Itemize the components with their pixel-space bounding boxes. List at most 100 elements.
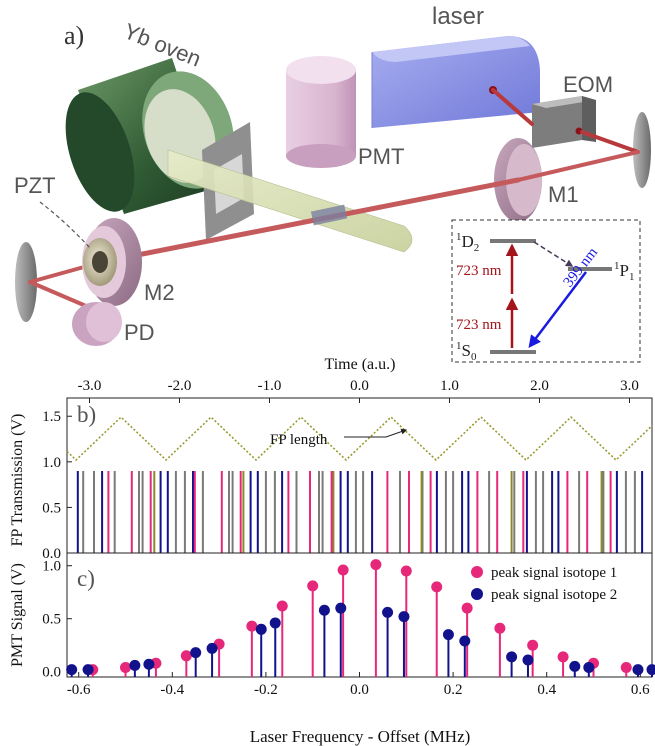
- panel-c-x-ticks: -0.6 -0.4 -0.2 0.0 0.2 0.4 0.6: [67, 672, 650, 698]
- point-isotope2: [318, 604, 330, 616]
- fp-length-annotation: FP length: [270, 432, 328, 448]
- point-isotope1: [276, 600, 288, 612]
- x-tick-label: 0.0: [350, 682, 369, 698]
- legend-label-isotope1: peak signal isotope 1: [491, 565, 617, 581]
- panel-c-xlabel: Laser Frequency - Offset (MHz): [250, 727, 471, 746]
- panel-c-y-ticks: 0.0 0.5 1.0: [42, 559, 72, 681]
- panel-b-label: b): [77, 402, 96, 427]
- step1-label: 723 nm: [456, 317, 502, 333]
- x-tick-label: 0.2: [444, 682, 463, 698]
- x-tick-label: 0.6: [631, 682, 650, 698]
- point-isotope2: [398, 611, 410, 623]
- m1-label: M1: [548, 182, 579, 207]
- point-isotope1: [620, 661, 632, 673]
- panel-b: b) Time (a.u.) FP Transmission (V) -3.0-…: [9, 356, 653, 562]
- top-axis-ticks: -3.0 -2.0 -1.0 0.0 1.0 2.0 3.0: [78, 378, 639, 403]
- y-tick-label: 0.0: [42, 665, 61, 681]
- eom-label: EOM: [563, 72, 613, 97]
- top-tick-label: 1.0: [440, 378, 459, 394]
- point-isotope2: [442, 629, 454, 641]
- level-diagram-frame: [451, 219, 641, 363]
- laser-label: laser: [432, 3, 484, 30]
- top-tick-label: -1.0: [258, 378, 282, 394]
- panel-b-ylabel: FP Transmission (V): [9, 414, 26, 547]
- point-isotope2: [129, 659, 141, 671]
- point-isotope2: [143, 658, 155, 670]
- point-isotope2: [190, 647, 202, 659]
- point-isotope2: [569, 660, 581, 672]
- point-isotope1: [400, 565, 412, 577]
- top-tick-label: -2.0: [168, 378, 192, 394]
- point-isotope2: [335, 602, 347, 614]
- top-tick-label: 3.0: [620, 378, 639, 394]
- laser-box: [371, 36, 540, 128]
- y-tick-label: 1.0: [42, 455, 61, 471]
- point-isotope2: [82, 664, 94, 676]
- pmt-signal-stems: [66, 559, 655, 677]
- pzt-label: PZT: [14, 173, 56, 198]
- point-isotope2: [255, 623, 267, 635]
- point-isotope1: [557, 651, 569, 663]
- pmt-label: PMT: [358, 144, 404, 169]
- fold-mirror-left: [15, 242, 37, 322]
- label-d2: 1D2: [456, 231, 479, 254]
- x-tick-label: -0.4: [160, 682, 184, 698]
- point-isotope2: [269, 617, 281, 629]
- point-isotope2: [459, 635, 471, 647]
- panel-c-legend: peak signal isotope 1 peak signal isotop…: [471, 565, 617, 603]
- label-s0: 1S0: [456, 340, 477, 363]
- top-axis-label: Time (a.u.): [325, 356, 396, 373]
- point-isotope1: [370, 559, 382, 571]
- point-isotope1: [120, 661, 131, 673]
- panel-c: c) PMT Signal (V) Laser Frequency - Offs…: [9, 552, 655, 746]
- point-isotope2: [632, 664, 644, 676]
- point-isotope2: [506, 651, 518, 663]
- panel-a-label: a): [64, 21, 84, 50]
- point-isotope2: [206, 642, 218, 654]
- point-isotope1: [307, 580, 319, 592]
- point-isotope1: [246, 620, 258, 632]
- point-isotope1: [180, 650, 192, 662]
- y-tick-label: 1.5: [42, 409, 61, 425]
- top-tick-label: 2.0: [530, 378, 549, 394]
- y-tick-label: 0.0: [42, 546, 61, 562]
- point-isotope2: [66, 664, 78, 676]
- step2-label: 723 nm: [456, 263, 502, 279]
- point-isotope2: [583, 661, 595, 673]
- point-isotope1: [431, 581, 443, 593]
- legend-marker-isotope1: [471, 566, 483, 578]
- point-isotope1: [461, 602, 473, 614]
- top-tick-label: -3.0: [78, 378, 102, 394]
- pzt-pointer: [39, 201, 91, 249]
- decay-399-arrow: [528, 271, 587, 348]
- eom-box: [532, 96, 596, 148]
- photodiode: [72, 302, 122, 346]
- pmt-cylinder: [286, 56, 356, 168]
- point-isotope1: [527, 639, 539, 651]
- x-tick-label: -0.2: [254, 682, 278, 698]
- level-diagram: 1D2 1P1 1S0 723 nm 723 nm 399 nm: [451, 219, 641, 363]
- x-tick-label: 0.4: [537, 682, 556, 698]
- top-tick-label: 0.0: [350, 378, 369, 394]
- fp-length-trace: [66, 415, 653, 462]
- atomic-beam: [167, 149, 413, 253]
- y-tick-label: 1.0: [42, 559, 61, 575]
- setup-panel: a) laser EOM PMT: [14, 3, 651, 363]
- legend-marker-isotope2: [471, 588, 483, 600]
- point-isotope1: [494, 622, 506, 634]
- y-tick-label: 0.5: [42, 500, 61, 516]
- x-tick-label: -0.6: [67, 682, 91, 698]
- transmission-peaks: [76, 470, 644, 553]
- point-isotope1: [337, 564, 349, 576]
- fp-length-arrow: [344, 428, 408, 438]
- pd-label: PD: [124, 320, 155, 345]
- panel-c-ylabel: PMT Signal (V): [9, 563, 26, 667]
- panel-c-label: c): [77, 566, 95, 591]
- panel-b-y-ticks: 0.0 0.5 1.0 1.5: [42, 409, 72, 562]
- point-isotope2: [382, 606, 394, 618]
- point-isotope2: [646, 664, 655, 676]
- interaction-region: [310, 204, 348, 226]
- label-p1: 1P1: [614, 260, 634, 283]
- legend-label-isotope2: peak signal isotope 2: [491, 587, 617, 603]
